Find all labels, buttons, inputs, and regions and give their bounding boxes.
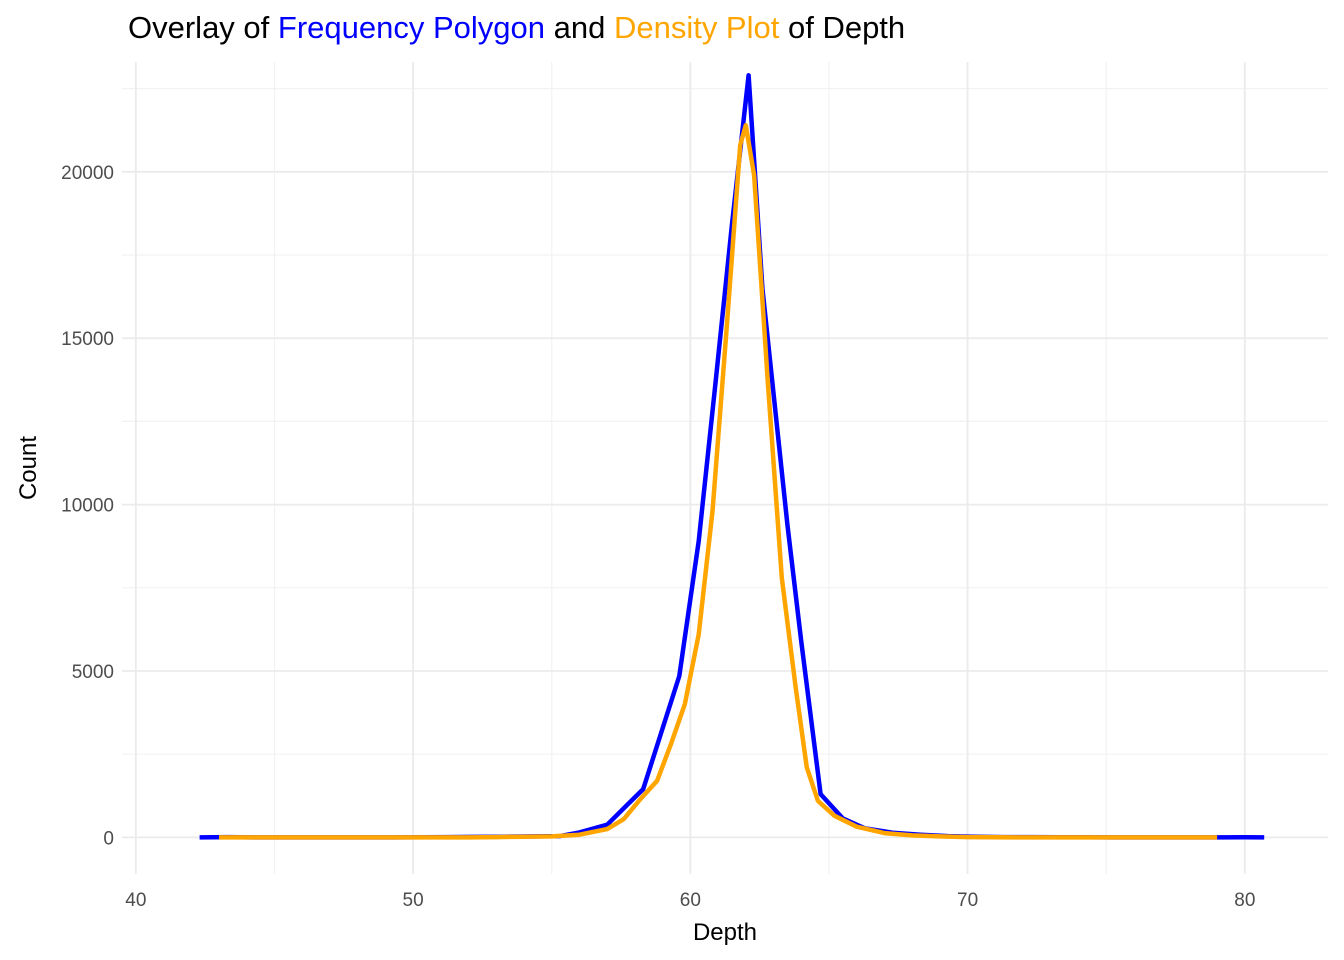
title-segment-frequency-polygon: Frequency Polygon [277,10,545,45]
frequency-polygon-line [199,73,1265,840]
x-tick-label: 60 [680,890,701,911]
y-tick-label: 0 [103,828,114,849]
density-plot-line [219,122,1218,840]
chart-title: Overlay of Frequency Polygon and Density… [128,10,905,46]
minor-gridlines [122,62,1328,874]
x-tick-label: 70 [957,890,978,911]
title-segment: of Depth [779,10,906,45]
title-segment: Overlay of [128,10,278,45]
y-tick-labels: 0 5000 10000 15000 20000 [61,163,114,850]
major-gridlines [122,62,1328,874]
y-tick-label: 20000 [61,163,114,184]
x-tick-labels: 40 50 60 70 80 [125,890,1255,911]
y-axis-title: Count [15,436,42,500]
x-axis-title: Depth [693,919,757,946]
x-tick-label: 80 [1234,890,1255,911]
x-tick-label: 40 [125,890,146,911]
y-tick-label: 5000 [72,662,114,683]
series-lines [199,73,1265,840]
y-tick-label: 10000 [61,496,114,517]
x-tick-label: 50 [403,890,424,911]
title-segment: and [545,10,614,45]
title-segment-density-plot: Density Plot [613,10,780,45]
y-tick-label: 15000 [61,329,114,350]
